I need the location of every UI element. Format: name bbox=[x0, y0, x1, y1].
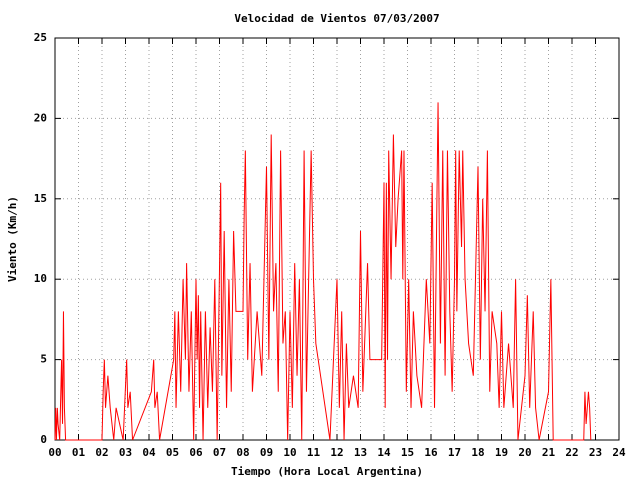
x-tick-label: 00 bbox=[48, 446, 61, 459]
x-tick-label: 22 bbox=[565, 446, 578, 459]
x-tick-label: 02 bbox=[95, 446, 108, 459]
x-tick-label: 04 bbox=[142, 446, 156, 459]
y-tick-label: 25 bbox=[34, 31, 47, 44]
x-tick-label: 09 bbox=[260, 446, 273, 459]
wind-line bbox=[54, 102, 592, 441]
x-tick-label: 18 bbox=[471, 446, 484, 459]
y-tick-label: 10 bbox=[34, 272, 47, 285]
x-tick-label: 17 bbox=[448, 446, 461, 459]
x-tick-label: 19 bbox=[495, 446, 508, 459]
x-tick-label: 24 bbox=[612, 446, 626, 459]
x-tick-label: 14 bbox=[377, 446, 391, 459]
x-tick-label: 13 bbox=[354, 446, 367, 459]
x-tick-label: 10 bbox=[283, 446, 296, 459]
x-tick-label: 06 bbox=[189, 446, 203, 459]
y-tick-label: 0 bbox=[40, 433, 47, 446]
x-tick-label: 15 bbox=[401, 446, 414, 459]
y-tick-label: 20 bbox=[34, 111, 47, 124]
x-tick-label: 01 bbox=[72, 446, 86, 459]
x-tick-label: 03 bbox=[119, 446, 132, 459]
x-axis-label: Tiempo (Hora Local Argentina) bbox=[231, 465, 423, 478]
x-tick-label: 20 bbox=[518, 446, 531, 459]
x-tick-label: 23 bbox=[589, 446, 602, 459]
chart-title: Velocidad de Vientos 07/03/2007 bbox=[234, 12, 439, 25]
x-tick-label: 05 bbox=[166, 446, 179, 459]
x-tick-label: 12 bbox=[330, 446, 343, 459]
y-tick-label: 5 bbox=[40, 353, 47, 366]
plot-border bbox=[54, 37, 620, 441]
x-tick-label: 07 bbox=[213, 446, 226, 459]
x-tick-label: 08 bbox=[236, 446, 249, 459]
x-tick-label: 11 bbox=[307, 446, 321, 459]
x-tick-label: 21 bbox=[542, 446, 556, 459]
y-axis-label: Viento (Km/h) bbox=[6, 196, 19, 282]
y-tick-label: 15 bbox=[34, 192, 47, 205]
x-tick-label: 16 bbox=[424, 446, 438, 459]
